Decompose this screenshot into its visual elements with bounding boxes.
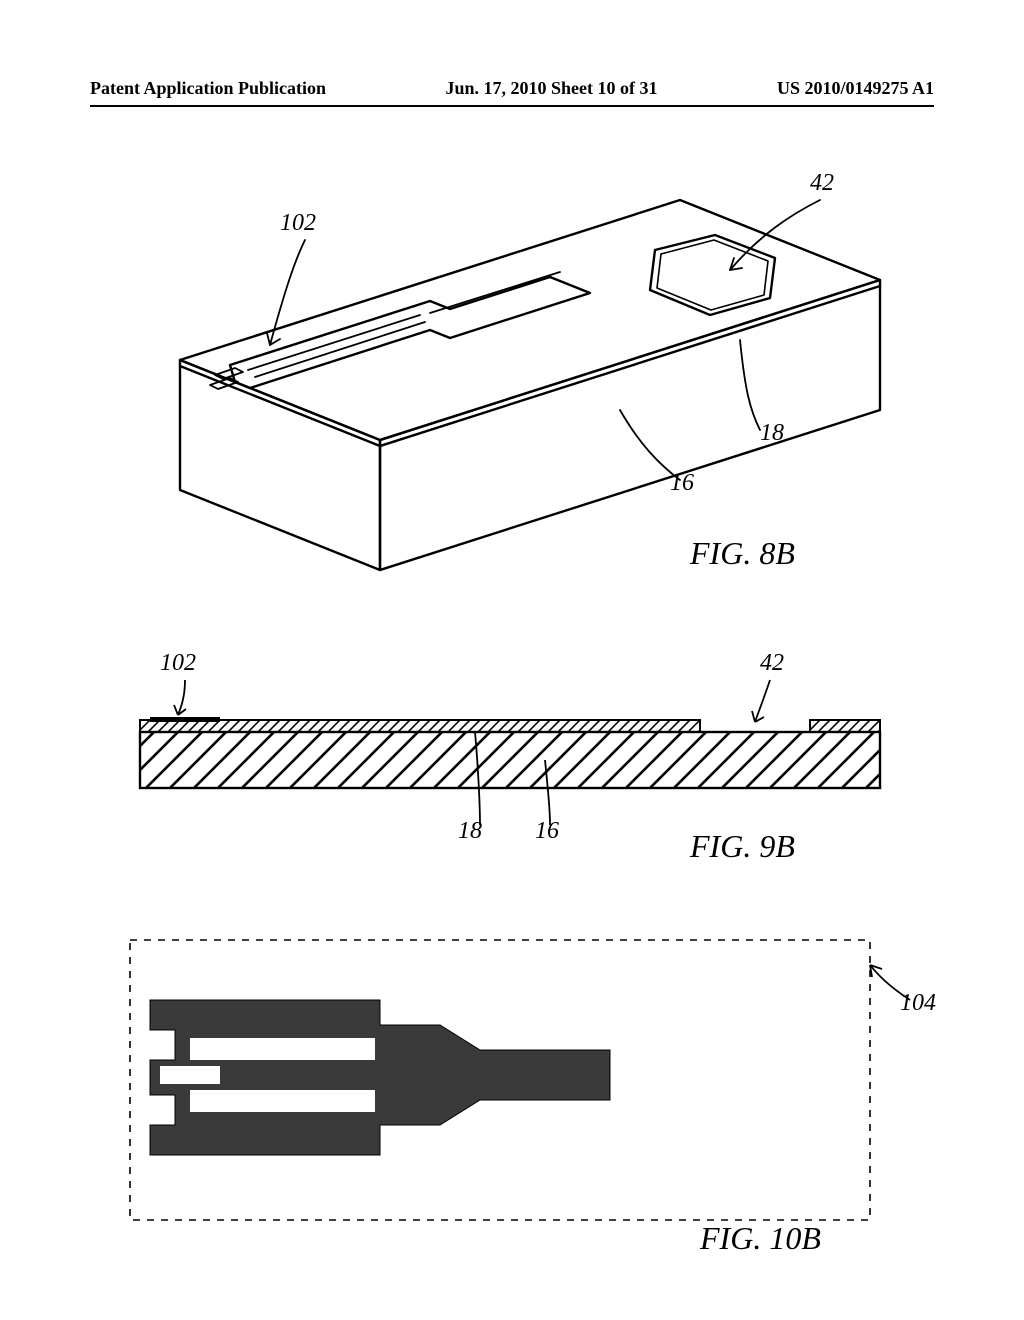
ref-16-8b: 16	[670, 470, 694, 497]
header-right: US 2010/0149275 A1	[777, 78, 934, 99]
ref-42-8b: 42	[810, 170, 834, 197]
ref-18-8b: 18	[760, 420, 784, 447]
header-center: Jun. 17, 2010 Sheet 10 of 31	[445, 78, 657, 99]
fig10b-label: FIG. 10B	[700, 1220, 821, 1257]
fig10b-svg	[120, 930, 940, 1240]
ref-102-8b: 102	[280, 210, 316, 237]
ref-102-9b: 102	[160, 650, 196, 677]
figure-10b: 104	[120, 930, 940, 1240]
ref-42-9b: 42	[760, 650, 784, 677]
header-left: Patent Application Publication	[90, 78, 326, 99]
page-header: Patent Application Publication Jun. 17, …	[90, 78, 934, 107]
fig9b-label: FIG. 9B	[690, 828, 795, 865]
ref-104-10b: 104	[900, 990, 936, 1017]
ref-16-9b: 16	[535, 818, 559, 845]
page: Patent Application Publication Jun. 17, …	[0, 0, 1024, 1320]
fig8b-label: FIG. 8B	[690, 535, 795, 572]
ref-18-9b: 18	[458, 818, 482, 845]
